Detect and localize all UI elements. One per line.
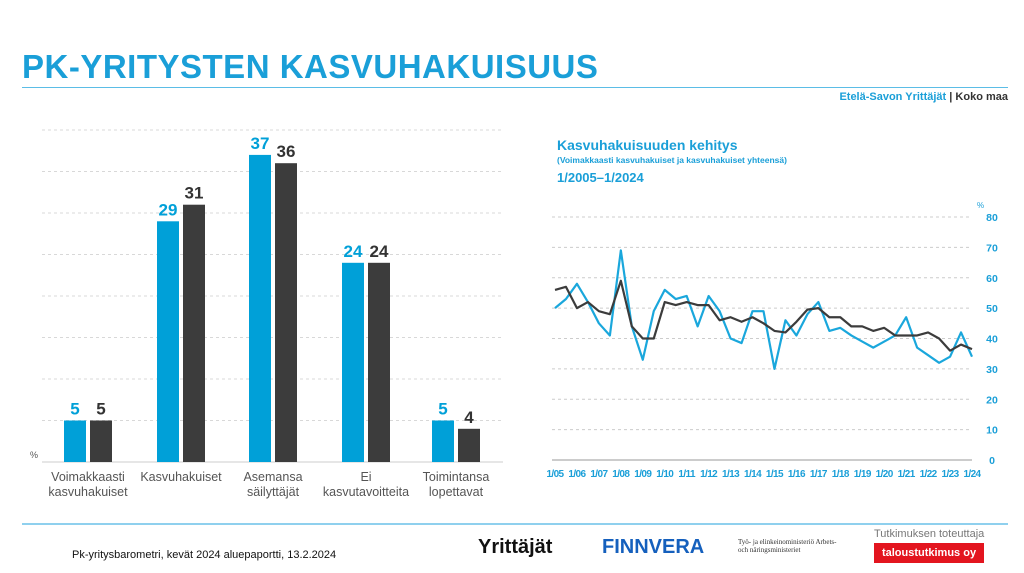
x-tick-label: 1/06 — [568, 469, 586, 480]
data-label: 37 — [251, 134, 270, 153]
divider — [22, 87, 1008, 88]
x-tick-label: 1/12 — [700, 469, 718, 480]
credit-label: Tutkimuksen toteuttaja — [874, 528, 985, 540]
x-tick-label: 1/05 — [546, 469, 564, 480]
y-tick-label: 30 — [986, 364, 998, 376]
legend-separator: | — [946, 91, 956, 103]
legend: Etelä-Savon Yrittäjät | Koko maa — [839, 91, 1008, 103]
y-tick-label: 50 — [986, 303, 998, 315]
category-label: Kasvuhakuiset — [140, 470, 222, 484]
legend-region: Etelä-Savon Yrittäjät — [839, 91, 947, 103]
category-label: lopettavat — [429, 485, 484, 499]
x-tick-label: 1/22 — [920, 469, 938, 480]
legend-country: Koko maa — [955, 91, 1008, 103]
y-tick-label: 20 — [986, 394, 998, 406]
data-label: 29 — [159, 200, 178, 219]
x-tick-label: 1/23 — [942, 469, 960, 480]
bar — [249, 154, 271, 462]
x-tick-label: 1/24 — [963, 469, 981, 480]
x-tick-label: 1/13 — [722, 469, 740, 480]
data-label: 5 — [96, 400, 105, 419]
y-tick-label: 40 — [986, 334, 998, 346]
y-tick-label: 60 — [986, 273, 998, 285]
bar — [275, 163, 297, 462]
category-label: Asemansa — [243, 470, 302, 484]
taloustutkimus-logo: taloustutkimus oy — [874, 543, 984, 563]
tem-logo: Työ- ja elinkeinoministeriö Arbets- och … — [738, 538, 837, 554]
x-tick-label: 1/17 — [810, 469, 828, 480]
x-tick-label: 1/15 — [766, 469, 784, 480]
finnvera-logo: FINNVERA — [602, 536, 705, 558]
series-line-region — [554, 249, 974, 370]
line-chart-period: 1/2005–1/2024 — [557, 170, 645, 185]
data-label: 4 — [464, 408, 474, 427]
page-title: PK-YRITYSTEN KASVUHAKUISUUS — [22, 48, 599, 85]
x-tick-label: 1/18 — [832, 469, 850, 480]
yrittajat-logo: Yrittäjät — [478, 536, 553, 558]
x-tick-label: 1/11 — [678, 469, 696, 480]
bar — [458, 428, 480, 462]
data-label: 24 — [344, 242, 363, 261]
series-line-country — [554, 279, 973, 352]
category-label: Toimintansa — [423, 470, 490, 484]
divider — [22, 523, 1008, 525]
data-label: 24 — [370, 242, 389, 261]
x-tick-label: 1/20 — [876, 469, 894, 480]
data-label: 5 — [438, 400, 447, 419]
category-label: säilyttäjät — [247, 485, 300, 499]
x-tick-label: 1/21 — [898, 469, 916, 480]
y-tick-label: 80 — [986, 212, 998, 224]
bar — [368, 262, 390, 462]
bar — [342, 262, 364, 462]
x-tick-label: 1/14 — [744, 469, 762, 480]
y-tick-label: 70 — [986, 242, 998, 254]
bar — [90, 420, 112, 462]
y-axis-label: % — [30, 450, 38, 460]
x-tick-label: 1/16 — [788, 469, 806, 480]
source-note: Pk-yritysbarometri, kevät 2024 aluераpor… — [72, 549, 337, 561]
x-tick-label: 1/08 — [612, 469, 630, 480]
bar — [64, 420, 86, 462]
x-tick-label: 1/10 — [656, 469, 674, 480]
y-tick-label: 10 — [986, 425, 998, 437]
x-tick-label: 1/09 — [634, 469, 652, 480]
bar — [157, 221, 179, 462]
x-tick-label: 1/07 — [590, 469, 608, 480]
bar — [183, 204, 205, 462]
category-label: kasvutavoitteita — [323, 485, 409, 499]
category-label: Ei — [360, 470, 371, 484]
data-label: 31 — [185, 184, 204, 203]
x-tick-label: 1/19 — [854, 469, 872, 480]
y-tick-label: 0 — [989, 455, 995, 467]
data-label: 5 — [70, 400, 79, 419]
charts: %5 5Voimakkaastikasvuhakuiset2931Kasvuhak… — [30, 129, 998, 499]
line-chart-subtitle: (Voimakkaasti kasvuhakuiset ja kasvuhaku… — [557, 155, 787, 165]
y-axis-unit: % — [977, 201, 984, 210]
bar — [432, 420, 454, 462]
category-label: Voimakkaasti — [51, 470, 125, 484]
category-label: kasvuhakuiset — [48, 485, 128, 499]
data-label: 36 — [277, 142, 296, 161]
line-chart-title: Kasvuhakuisuuden kehitys — [557, 137, 738, 153]
